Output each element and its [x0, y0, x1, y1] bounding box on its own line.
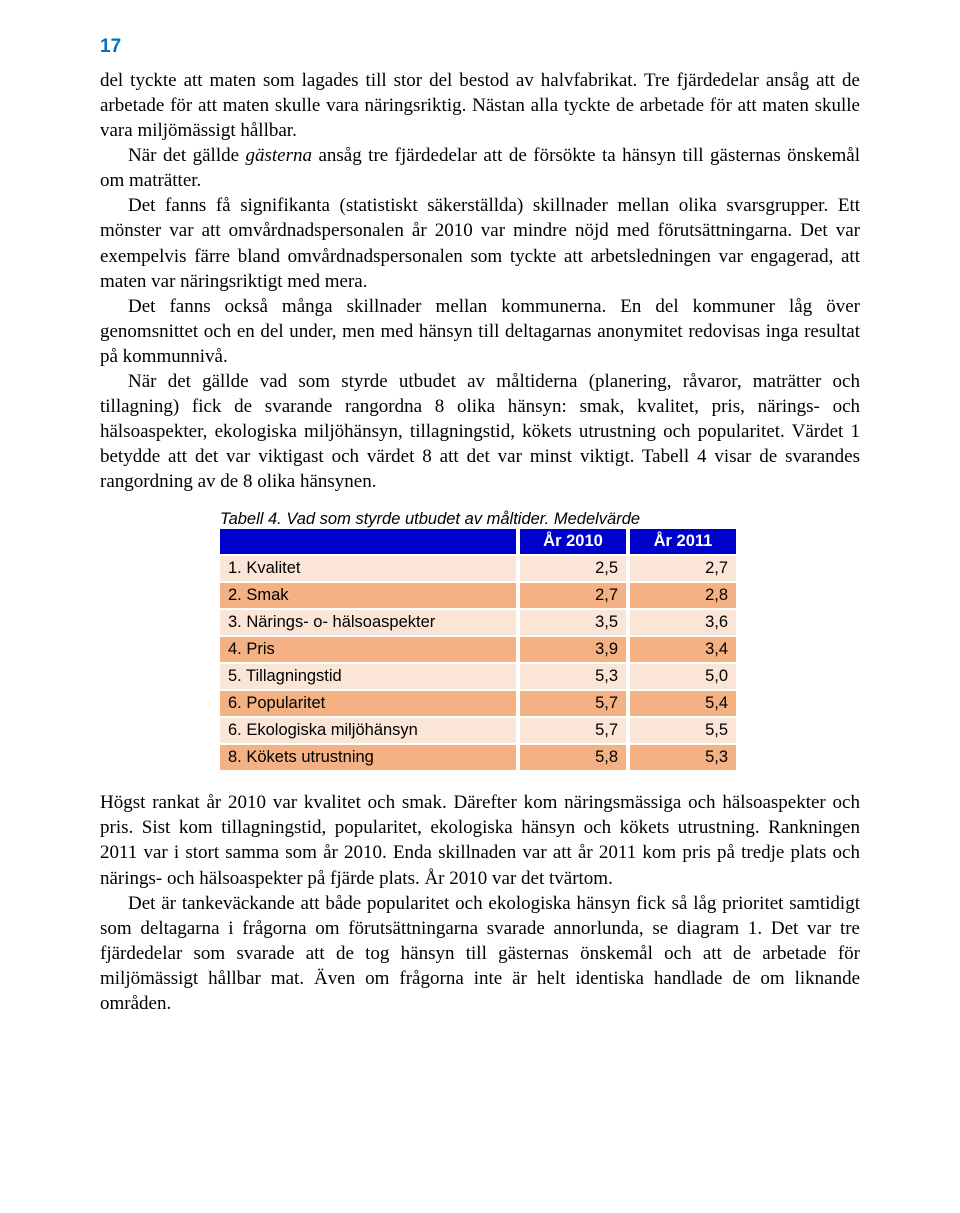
document-page: 17 del tyckte att maten som lagades till… [0, 0, 960, 1056]
paragraph-3: Det fanns få signifikanta (statistiskt s… [100, 193, 860, 293]
table-row: 8. Kökets utrustning5,85,3 [220, 744, 738, 771]
table-4: År 2010 År 2011 1. Kvalitet2,52,72. Smak… [220, 529, 740, 772]
table-caption: Tabell 4. Vad som styrde utbudet av målt… [220, 510, 740, 529]
table-row: 6. Ekologiska miljöhänsyn5,75,5 [220, 717, 738, 744]
table-cell-label: 1. Kvalitet [220, 555, 518, 582]
table-cell-label: 6. Ekologiska miljöhänsyn [220, 717, 518, 744]
table-cell-label: 5. Tillagningstid [220, 663, 518, 690]
table-cell-2010: 2,5 [518, 555, 628, 582]
table-cell-label: 2. Smak [220, 582, 518, 609]
table-cell-label: 6. Popularitet [220, 690, 518, 717]
table-cell-2011: 2,7 [628, 555, 738, 582]
table-4-wrap: Tabell 4. Vad som styrde utbudet av målt… [220, 510, 740, 772]
table-header-blank [220, 529, 518, 555]
table-cell-2010: 2,7 [518, 582, 628, 609]
paragraph-2-em: gästerna [246, 145, 313, 166]
paragraph-1: del tyckte att maten som lagades till st… [100, 68, 860, 143]
table-cell-2010: 3,9 [518, 636, 628, 663]
table-cell-2011: 5,3 [628, 744, 738, 771]
paragraph-5: När det gällde vad som styrde utbudet av… [100, 369, 860, 494]
paragraph-2a: När det gällde [128, 145, 246, 166]
page-number: 17 [100, 36, 860, 58]
table-cell-2011: 5,5 [628, 717, 738, 744]
paragraph-7: Det är tankeväckande att både popularite… [100, 891, 860, 1016]
table-body: 1. Kvalitet2,52,72. Smak2,72,83. Närings… [220, 555, 738, 771]
table-cell-label: 3. Närings- o- hälsoaspekter [220, 609, 518, 636]
table-cell-label: 8. Kökets utrustning [220, 744, 518, 771]
paragraph-4: Det fanns också många skillnader mellan … [100, 294, 860, 369]
table-row: 3. Närings- o- hälsoaspekter3,53,6 [220, 609, 738, 636]
table-cell-2011: 3,6 [628, 609, 738, 636]
table-cell-2010: 5,3 [518, 663, 628, 690]
paragraph-6: Högst rankat år 2010 var kvalitet och sm… [100, 790, 860, 890]
table-header-2011: År 2011 [628, 529, 738, 555]
table-row: 1. Kvalitet2,52,7 [220, 555, 738, 582]
table-row: 2. Smak2,72,8 [220, 582, 738, 609]
table-cell-label: 4. Pris [220, 636, 518, 663]
paragraph-2: När det gällde gästerna ansåg tre fjärde… [100, 143, 860, 193]
table-row: 6. Popularitet5,75,4 [220, 690, 738, 717]
table-cell-2011: 2,8 [628, 582, 738, 609]
table-cell-2010: 5,7 [518, 690, 628, 717]
table-cell-2010: 5,7 [518, 717, 628, 744]
table-header-2010: År 2010 [518, 529, 628, 555]
table-row: 4. Pris3,93,4 [220, 636, 738, 663]
table-cell-2011: 5,4 [628, 690, 738, 717]
table-header-row: År 2010 År 2011 [220, 529, 738, 555]
table-cell-2011: 5,0 [628, 663, 738, 690]
table-cell-2010: 3,5 [518, 609, 628, 636]
table-cell-2010: 5,8 [518, 744, 628, 771]
table-cell-2011: 3,4 [628, 636, 738, 663]
table-row: 5. Tillagningstid5,35,0 [220, 663, 738, 690]
